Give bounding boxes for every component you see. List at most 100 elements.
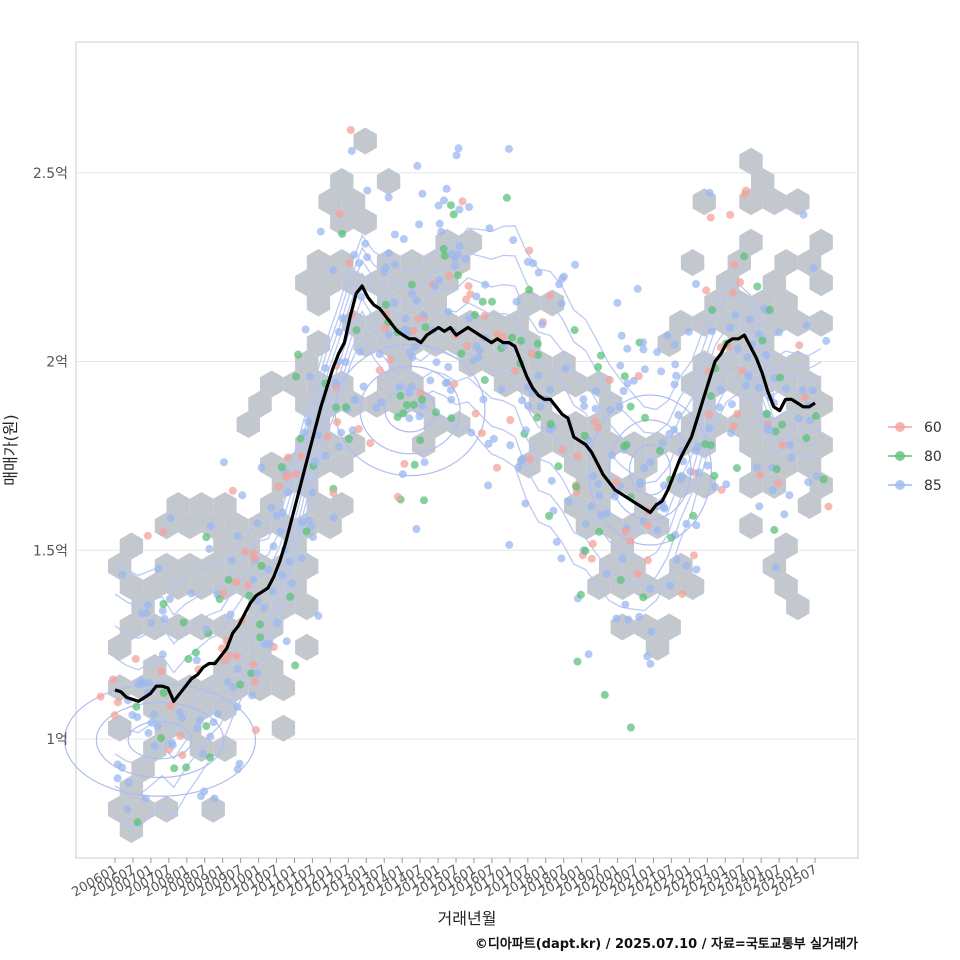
hex-cell [341, 188, 366, 216]
data-point [518, 396, 527, 405]
data-point [481, 280, 490, 289]
data-point [241, 548, 250, 556]
data-point [782, 384, 791, 393]
data-point [412, 296, 421, 305]
data-point [525, 285, 534, 294]
data-point [770, 525, 779, 534]
data-point [133, 818, 142, 827]
data-point [518, 454, 527, 463]
data-point [558, 445, 567, 454]
credit-text: ©디아파트(dapt.kr) / 2025.07.10 / 자료=국토교통부 실… [474, 937, 858, 952]
data-point [640, 365, 649, 374]
data-point [484, 439, 493, 448]
trend-line [114, 284, 816, 703]
data-point [435, 219, 444, 228]
hex-cell [809, 228, 833, 256]
data-point [198, 749, 207, 758]
data-point [524, 401, 533, 410]
hex-cell [201, 795, 225, 823]
data-point [594, 479, 603, 488]
data-point [292, 470, 301, 479]
data-point [157, 667, 166, 676]
data-point [693, 442, 702, 451]
data-point [410, 460, 419, 469]
data-point [206, 732, 215, 741]
hex-cell [762, 471, 787, 499]
data-point [432, 358, 441, 367]
data-point [707, 327, 716, 336]
data-point [154, 564, 163, 573]
hex-cell [260, 573, 284, 600]
data-point [444, 363, 453, 371]
data-point [144, 729, 153, 737]
data-point [594, 423, 602, 432]
data-point [554, 462, 563, 471]
data-point [439, 245, 448, 253]
data-point [390, 298, 398, 307]
data-point [347, 146, 356, 155]
data-point [765, 426, 774, 435]
data-point [296, 434, 305, 443]
data-point [187, 589, 196, 598]
data-point [381, 324, 389, 333]
data-point [345, 435, 353, 443]
data-point [278, 508, 287, 517]
data-point [311, 457, 319, 466]
data-point [393, 413, 402, 422]
data-point [626, 536, 635, 545]
data-point [591, 404, 600, 413]
data-point [711, 483, 719, 491]
data-point [223, 677, 232, 686]
data-point [775, 328, 783, 337]
data-point [304, 516, 313, 525]
x-axis-title: 거래년월 [438, 909, 497, 928]
data-point [253, 596, 262, 605]
hex-cell [376, 330, 401, 357]
data-point [765, 305, 774, 314]
data-point [233, 664, 242, 673]
hex-cell [295, 593, 319, 621]
data-point [534, 350, 542, 359]
data-point [564, 497, 573, 506]
hex-cell [108, 714, 132, 742]
data-point [421, 323, 430, 332]
data-point [521, 499, 530, 508]
data-point [608, 451, 617, 460]
data-point [431, 282, 439, 291]
data-point [192, 656, 201, 665]
hex-cell [786, 593, 810, 621]
data-point [292, 372, 301, 381]
data-point [202, 722, 211, 731]
data-point [461, 255, 470, 264]
data-point [352, 326, 361, 335]
data-point [511, 367, 520, 375]
data-point [488, 297, 496, 306]
y-tick-label: 1.5억 [33, 543, 68, 559]
data-point [474, 353, 483, 362]
data-point [233, 703, 242, 711]
hex-cell [154, 552, 179, 580]
data-point [785, 440, 794, 449]
data-point [256, 620, 264, 629]
data-point [633, 284, 642, 293]
data-point [228, 486, 237, 495]
data-point [753, 282, 762, 291]
legend-key-80 [895, 451, 905, 461]
data-point [744, 371, 753, 380]
data-point [573, 657, 582, 666]
data-point [703, 461, 712, 470]
data-point [224, 651, 233, 660]
hex-cell [295, 633, 319, 661]
data-point [663, 331, 672, 340]
data-point [467, 428, 476, 437]
data-point [284, 471, 293, 480]
data-point [411, 342, 420, 351]
data-point [253, 669, 262, 678]
data-point [205, 544, 214, 553]
data-point [733, 409, 742, 418]
data-point [229, 683, 238, 692]
data-point [147, 718, 156, 727]
data-point [758, 336, 767, 345]
data-point [248, 691, 257, 700]
